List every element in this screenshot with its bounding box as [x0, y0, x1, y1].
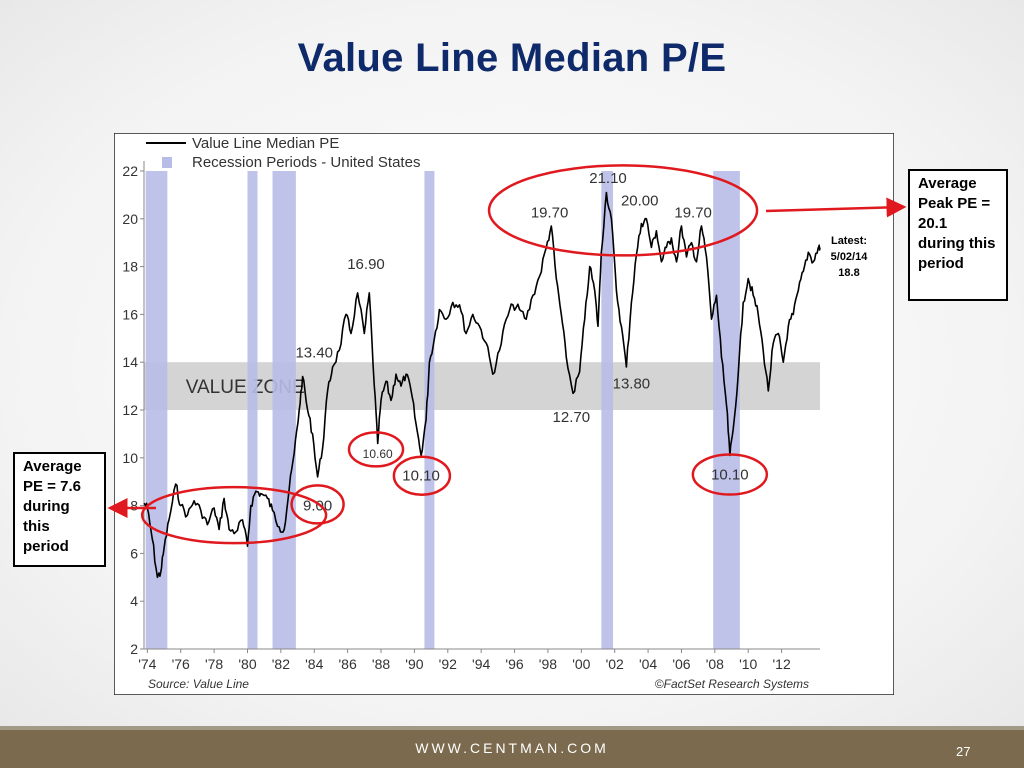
y-tick-label: 14 — [122, 354, 138, 370]
page-number: 27 — [956, 744, 971, 759]
circled-value-label: 10.60 — [363, 447, 393, 461]
x-tick-label: '02 — [606, 656, 624, 672]
x-tick-label: '90 — [405, 656, 423, 672]
annotation-layer: 13.40 16.90 21.10 19.70 20.00 19.70 13.80 12.70 — [295, 170, 711, 426]
value-circle — [392, 455, 452, 496]
y-tick-label: 22 — [122, 163, 138, 179]
axes-layer: 2 4 6 8 10 12 14 16 18 20 22 '74 '76 '78 '80 '82 '84 '86 '… — [122, 161, 820, 672]
y-tick-label: 16 — [122, 306, 138, 322]
peak-period-ellipse — [487, 164, 759, 257]
value-circle — [691, 453, 769, 496]
value-circle — [347, 431, 405, 468]
recession-bar — [247, 171, 258, 649]
x-tick-label: '78 — [205, 656, 223, 672]
y-tick-label: 12 — [122, 402, 138, 418]
peak-pe-callout: Average Peak PE = 20.1 during this perio… — [908, 169, 1008, 301]
legend-label-pe: Value Line Median PE — [192, 135, 339, 152]
y-tick-label: 20 — [122, 211, 138, 227]
low-period-ellipse — [140, 485, 328, 545]
chart-copyright-note: ©FactSet Research Systems — [655, 677, 809, 691]
y-tick-label: 8 — [130, 498, 138, 514]
y-tick-label: 2 — [130, 641, 138, 657]
x-tick-label: '80 — [238, 656, 256, 672]
chart-legend: Value Line Median PE Recession Periods -… — [146, 135, 420, 171]
value-annotation: 16.90 — [347, 256, 385, 273]
x-tick-label: '00 — [572, 656, 590, 672]
slide-title: Value Line Median P/E — [297, 36, 727, 80]
average-pe-callout: Average PE = 7.6 during this period — [13, 452, 106, 567]
value-circle — [290, 484, 345, 525]
recession-bar — [601, 171, 614, 649]
footer-url: WWW.CENTMAN.COM — [415, 740, 609, 756]
x-tick-label: '76 — [172, 656, 190, 672]
value-annotation: 19.70 — [674, 205, 712, 222]
value-annotation: 21.10 — [589, 170, 627, 187]
value-annotation: 13.80 — [613, 375, 651, 392]
latest-value-note: Latest: 5/02/14 18.8 — [826, 233, 872, 281]
y-tick-label: 4 — [130, 593, 138, 609]
x-tick-label: '94 — [472, 656, 490, 672]
x-tick-label: '10 — [739, 656, 757, 672]
x-tick-label: '06 — [672, 656, 690, 672]
x-tick-label: '08 — [706, 656, 724, 672]
recession-bar — [424, 171, 435, 649]
latest-date: 5/02/14 — [830, 251, 868, 263]
legend-label-recession: Recession Periods - United States — [192, 154, 420, 171]
pe-line-layer — [143, 191, 821, 579]
y-tick-label: 18 — [122, 259, 138, 275]
x-tick-label: '92 — [439, 656, 457, 672]
peak-arrow — [765, 197, 907, 218]
pe-chart: VALUE ZONE 2 4 6 8 10 12 14 16 18 20 22'74'76'78'8… — [113, 132, 895, 696]
x-tick-label: '04 — [639, 656, 657, 672]
x-tick-label: '88 — [372, 656, 390, 672]
x-tick-label: '12 — [772, 656, 790, 672]
x-tick-label: '84 — [305, 656, 323, 672]
value-annotation: 13.40 — [295, 344, 333, 361]
footer-divider — [0, 726, 1024, 730]
x-tick-label: '98 — [539, 656, 557, 672]
value-annotation: 19.70 — [531, 205, 569, 222]
chart-frame — [113, 132, 895, 696]
y-tick-label: 10 — [122, 450, 138, 466]
footer-bar — [0, 730, 1024, 768]
chart-source-note: Source: Value Line — [148, 677, 249, 691]
circled-value-label: 10.10 — [711, 466, 749, 483]
x-tick-label: '74 — [138, 656, 156, 672]
circled-value-label: 10.10 — [402, 468, 440, 485]
y-tick-label: 6 — [130, 545, 138, 561]
x-tick-label: '86 — [339, 656, 357, 672]
pe-chart-svg: VALUE ZONE 246810121416182022'74'76'78'8… — [113, 132, 895, 696]
recession-bar — [272, 171, 296, 649]
latest-label: Latest: — [830, 235, 868, 247]
value-annotation: 12.70 — [553, 409, 591, 426]
x-tick-label: '82 — [272, 656, 290, 672]
latest-value: 18.8 — [838, 267, 860, 279]
x-tick-label: '96 — [505, 656, 523, 672]
value-annotation: 20.00 — [621, 193, 659, 210]
pe-series-line — [143, 191, 821, 579]
legend-recession-swatch — [162, 157, 172, 168]
